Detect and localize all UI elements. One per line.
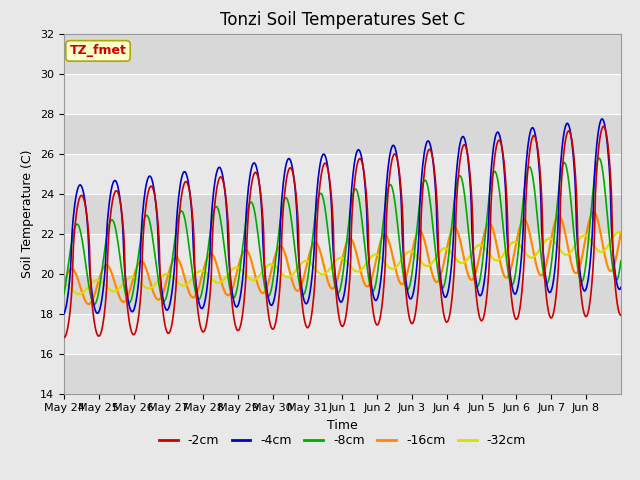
Line: -8cm: -8cm [64, 158, 621, 304]
-16cm [228, 286, 236, 291]
Bar [64, 193, 621, 234]
Line: -2cm: -2cm [64, 126, 621, 337]
-2cm [228, 296, 236, 302]
-4cm [60, 311, 68, 316]
Line: -16cm: -16cm [64, 212, 621, 304]
-8cm [91, 301, 99, 307]
-32cm [228, 266, 236, 272]
-2cm [400, 254, 408, 260]
-8cm [60, 291, 68, 297]
-32cm [616, 229, 623, 235]
-16cm [256, 288, 264, 293]
-4cm [431, 179, 439, 185]
Y-axis label: Soil Temperature (C): Soil Temperature (C) [22, 149, 35, 278]
-16cm [432, 279, 440, 285]
-8cm [401, 279, 408, 285]
-4cm [617, 285, 625, 290]
-32cm [617, 230, 625, 236]
Bar [64, 274, 621, 313]
-4cm [598, 116, 606, 122]
-32cm [432, 255, 440, 261]
-8cm [432, 251, 440, 256]
Title: Tonzi Soil Temperatures Set C: Tonzi Soil Temperatures Set C [220, 11, 465, 29]
Bar [64, 34, 621, 73]
-32cm [256, 272, 264, 278]
-4cm [276, 220, 284, 226]
-2cm [276, 277, 284, 283]
Text: TZ_fmet: TZ_fmet [70, 44, 127, 58]
-16cm [85, 301, 93, 307]
-8cm [126, 299, 134, 305]
-16cm [617, 230, 625, 236]
X-axis label: Time: Time [327, 419, 358, 432]
Line: -32cm: -32cm [64, 232, 621, 294]
-8cm [617, 258, 625, 264]
-16cm [589, 209, 597, 215]
-8cm [256, 249, 264, 254]
-32cm [277, 270, 285, 276]
Bar [64, 234, 621, 274]
-4cm [228, 286, 236, 292]
-32cm [60, 281, 68, 287]
Bar [64, 73, 621, 114]
-2cm [600, 123, 607, 129]
-2cm [255, 180, 263, 186]
-16cm [60, 281, 68, 287]
-4cm [255, 180, 263, 186]
-4cm [125, 303, 133, 309]
Bar [64, 154, 621, 193]
-16cm [401, 279, 408, 285]
-16cm [277, 243, 285, 249]
-8cm [595, 155, 603, 161]
-2cm [617, 312, 625, 318]
-8cm [228, 294, 236, 300]
-4cm [400, 256, 408, 262]
-2cm [60, 335, 68, 340]
-8cm [277, 212, 285, 218]
-2cm [431, 173, 439, 179]
-2cm [125, 319, 133, 324]
-16cm [126, 287, 134, 293]
Bar [64, 114, 621, 154]
Legend: -2cm, -4cm, -8cm, -16cm, -32cm: -2cm, -4cm, -8cm, -16cm, -32cm [154, 429, 531, 452]
Bar [64, 354, 621, 394]
-32cm [401, 252, 408, 258]
Line: -4cm: -4cm [64, 119, 621, 313]
-32cm [126, 275, 134, 280]
-32cm [76, 291, 83, 297]
Bar [64, 313, 621, 354]
